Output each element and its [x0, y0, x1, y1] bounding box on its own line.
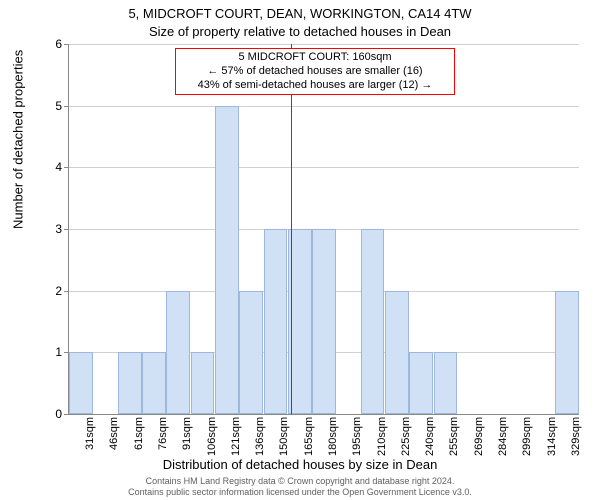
annotation-line: 43% of semi-detached houses are larger (… [180, 79, 450, 93]
title-line-2: Size of property relative to detached ho… [0, 24, 600, 39]
y-tick-label: 3 [55, 222, 62, 236]
bar [142, 352, 166, 414]
title-line-1: 5, MIDCROFT COURT, DEAN, WORKINGTON, CA1… [0, 6, 600, 21]
gridline [69, 106, 579, 107]
bar [409, 352, 433, 414]
bar [166, 291, 190, 414]
footer-attribution: Contains HM Land Registry data © Crown c… [0, 476, 600, 498]
footer-line-1: Contains HM Land Registry data © Crown c… [0, 476, 600, 487]
marker-line [291, 44, 292, 414]
y-tick-mark [64, 352, 68, 353]
y-tick-label: 1 [55, 345, 62, 359]
footer-line-2: Contains public sector information licen… [0, 487, 600, 498]
bar [69, 352, 93, 414]
y-tick-mark [64, 167, 68, 168]
y-tick-label: 2 [55, 284, 62, 298]
y-tick-mark [64, 106, 68, 107]
bar [434, 352, 458, 414]
bar [264, 229, 288, 414]
bar [385, 291, 409, 414]
y-tick-mark [64, 414, 68, 415]
bar [361, 229, 385, 414]
plot-area [68, 44, 579, 415]
y-tick-label: 0 [55, 407, 62, 421]
bar [555, 291, 579, 414]
y-tick-label: 5 [55, 99, 62, 113]
gridline [69, 167, 579, 168]
annotation-line: 5 MIDCROFT COURT: 160sqm [180, 51, 450, 65]
bar [118, 352, 142, 414]
y-tick-mark [64, 291, 68, 292]
annotation-line: ← 57% of detached houses are smaller (16… [180, 65, 450, 79]
bar [239, 291, 263, 414]
y-tick-mark [64, 229, 68, 230]
gridline [69, 44, 579, 45]
y-tick-label: 6 [55, 37, 62, 51]
chart-container: 5, MIDCROFT COURT, DEAN, WORKINGTON, CA1… [0, 0, 600, 500]
y-axis-label: Number of detached properties [11, 50, 26, 229]
annotation-box: 5 MIDCROFT COURT: 160sqm← 57% of detache… [175, 48, 455, 95]
bar [215, 106, 239, 414]
y-tick-label: 4 [55, 160, 62, 174]
x-axis-label: Distribution of detached houses by size … [0, 457, 600, 472]
bar [191, 352, 215, 414]
bar [312, 229, 336, 414]
y-tick-mark [64, 44, 68, 45]
